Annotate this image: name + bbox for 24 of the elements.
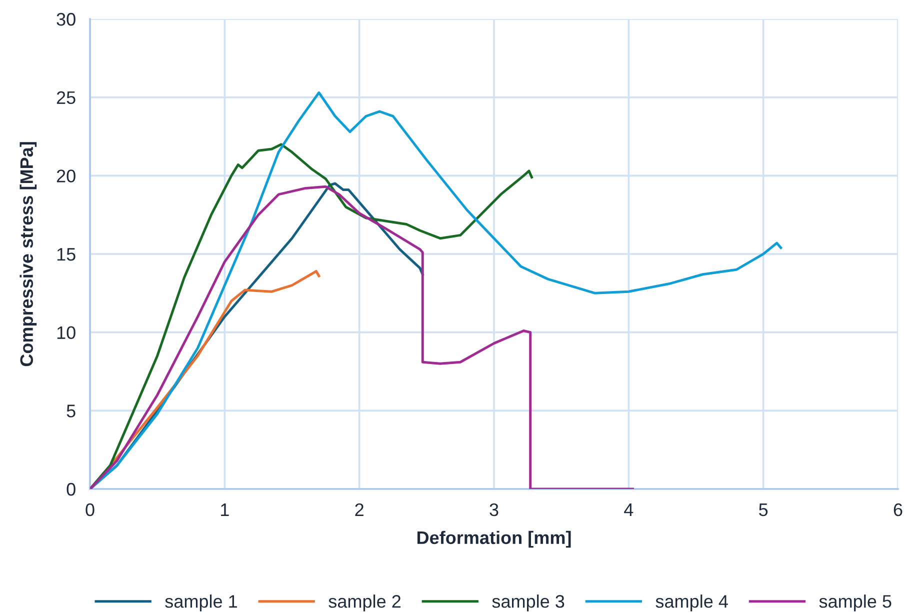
legend-label: sample 2 bbox=[328, 594, 400, 612]
legend-label: sample 4 bbox=[656, 594, 728, 612]
legend-label: sample 3 bbox=[492, 594, 564, 612]
y-tick-label: 0 bbox=[66, 482, 76, 496]
y-tick-label: 20 bbox=[56, 170, 76, 182]
legend-label: sample 1 bbox=[165, 594, 237, 612]
x-tick-label: 1 bbox=[221, 504, 229, 516]
y-tick-label: 10 bbox=[57, 326, 76, 340]
x-tick-label: 0 bbox=[86, 503, 94, 516]
y-axis-title: Compressive stress [MPa] bbox=[20, 142, 37, 366]
y-tick-label: 25 bbox=[56, 91, 76, 104]
x-tick-label: 6 bbox=[894, 503, 902, 516]
y-tick-label: 5 bbox=[66, 404, 76, 418]
y-tick-label: 30 bbox=[56, 12, 76, 26]
line-series bbox=[90, 143, 533, 489]
legend-label: sample 5 bbox=[819, 594, 892, 612]
x-tick-label: 4 bbox=[624, 504, 634, 516]
line-series bbox=[90, 185, 634, 489]
x-tick-label: 2 bbox=[355, 503, 364, 516]
x-tick-label: 3 bbox=[490, 503, 498, 516]
y-tick-label: 15 bbox=[57, 248, 76, 261]
x-axis-title: Deformation [mm] bbox=[417, 530, 571, 548]
line-series bbox=[90, 91, 782, 489]
x-tick-label: 5 bbox=[759, 504, 768, 516]
